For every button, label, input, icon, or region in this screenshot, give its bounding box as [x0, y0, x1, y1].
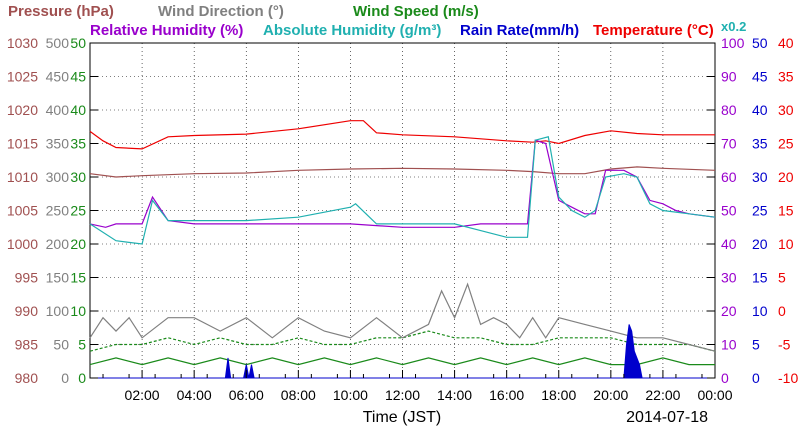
y-tick-label-temperature: 0 [778, 303, 786, 319]
series-abs-hum [89, 136, 716, 245]
y-tick-label-rel_hum: 10 [721, 337, 737, 353]
y-tick-label-rain_rate: 15 [752, 270, 768, 286]
y-tick-label-wind_speed: 30 [70, 169, 86, 185]
y-tick-label-temperature: -5 [778, 337, 791, 353]
x-tick-label: 14:00 [437, 387, 472, 403]
x-tick-label: 18:00 [541, 387, 576, 403]
y-tick-label-rain_rate: 50 [752, 35, 768, 51]
series-rain-rate [90, 324, 715, 379]
label-layer: 02:00 04:00 06:00 08:00 10:00 12:00 14:00 16:00… [7, 3, 799, 426]
x-tick-label: 04:00 [177, 387, 212, 403]
y-tick-label-rel_hum: 70 [721, 136, 737, 152]
y-tick-label-pressure: 1010 [7, 169, 38, 185]
series-wind-speed-gust [89, 330, 716, 352]
y-tick-label-wind_speed: 40 [70, 102, 86, 118]
legend-temperature: Temperature (°C) [593, 22, 714, 39]
y-tick-label-rel_hum: 20 [721, 303, 737, 319]
y-tick-label-wind_dir: 300 [46, 169, 70, 185]
y-tick-label-rain_rate: 40 [752, 102, 768, 118]
y-tick-label-rel_hum: 30 [721, 270, 737, 286]
y-tick-label-pressure: 990 [15, 303, 39, 319]
y-tick-label-rain_rate: 10 [752, 303, 768, 319]
y-tick-label-pressure: 1015 [7, 136, 38, 152]
y-tick-label-wind_dir: 200 [46, 236, 70, 252]
y-tick-label-wind_dir: 0 [61, 370, 69, 386]
tick-layer [90, 42, 716, 379]
y-tick-label-temperature: 5 [778, 270, 786, 286]
y-tick-label-rain_rate: 5 [752, 337, 760, 353]
y-tick-label-rel_hum: 40 [721, 236, 737, 252]
y-tick-label-wind_speed: 45 [70, 69, 86, 85]
y-tick-label-temperature: 20 [778, 169, 794, 185]
y-tick-label-temperature: 10 [778, 236, 794, 252]
y-tick-label-temperature: 40 [778, 35, 794, 51]
y-tick-label-rain_rate: 0 [752, 370, 760, 386]
y-tick-label-pressure: 1005 [7, 203, 38, 219]
legend-wind_dir: Wind Direction (°) [158, 3, 284, 20]
y-tick-label-rain_rate: 25 [752, 203, 768, 219]
y-tick-label-temperature: 30 [778, 102, 794, 118]
y-tick-label-wind_speed: 5 [78, 337, 86, 353]
y-tick-label-wind_speed: 20 [70, 236, 86, 252]
legend-wind_speed: Wind Speed (m/s) [353, 3, 479, 20]
y-tick-label-rel_hum: 80 [721, 102, 737, 118]
y-tick-label-wind_dir: 450 [46, 69, 70, 85]
y-tick-label-temperature: 35 [778, 69, 794, 85]
x-tick-label: 02:00 [125, 387, 160, 403]
y-tick-label-pressure: 1030 [7, 35, 38, 51]
series-wind-dir [89, 282, 716, 352]
y-tick-label-wind_dir: 100 [46, 303, 70, 319]
legend-rel_hum: Relative Humidity (%) [90, 22, 243, 39]
x-tick-label: 22:00 [645, 387, 680, 403]
y-tick-label-wind_dir: 500 [46, 35, 70, 51]
y-tick-label-wind_dir: 150 [46, 270, 70, 286]
y-tick-label-rel_hum: 0 [721, 370, 729, 386]
y-tick-label-rain_rate: 20 [752, 236, 768, 252]
x-tick-label: 00:00 [697, 387, 732, 403]
y-tick-label-wind_speed: 50 [70, 35, 86, 51]
x-tick-label: 10:00 [333, 387, 368, 403]
y-tick-label-pressure: 985 [15, 337, 39, 353]
y-tick-label-wind_dir: 350 [46, 136, 70, 152]
abs-hum-scale-note: x0.2 [721, 19, 746, 34]
y-tick-label-pressure: 995 [15, 270, 39, 286]
y-tick-label-rel_hum: 60 [721, 169, 737, 185]
series-layer [89, 120, 716, 379]
y-tick-label-rel_hum: 100 [721, 35, 745, 51]
x-tick-label: 08:00 [281, 387, 316, 403]
y-tick-label-wind_speed: 35 [70, 136, 86, 152]
y-tick-label-wind_dir: 250 [46, 203, 70, 219]
y-tick-label-pressure: 1000 [7, 236, 38, 252]
series-pressure [89, 166, 716, 178]
x-tick-label: 20:00 [593, 387, 628, 403]
y-tick-label-rel_hum: 50 [721, 203, 737, 219]
x-tick-label: 12:00 [385, 387, 420, 403]
x-axis-title: Time (JST) [363, 409, 442, 426]
y-tick-label-wind_speed: 25 [70, 203, 86, 219]
series-wind-speed [89, 357, 715, 366]
legend-abs_hum: Absolute Humidity (g/m³) [263, 22, 441, 39]
y-tick-label-pressure: 1025 [7, 69, 38, 85]
y-tick-label-wind_speed: 15 [70, 270, 86, 286]
x-tick-label: 06:00 [229, 387, 264, 403]
series-temperature [89, 120, 715, 150]
y-tick-label-wind_speed: 10 [70, 303, 86, 319]
y-tick-label-wind_dir: 50 [53, 337, 69, 353]
y-tick-label-wind_dir: 400 [46, 102, 70, 118]
y-tick-label-temperature: 15 [778, 203, 794, 219]
y-tick-label-pressure: 980 [15, 370, 39, 386]
y-tick-label-temperature: -10 [778, 370, 798, 386]
y-tick-label-temperature: 25 [778, 136, 794, 152]
y-tick-label-rel_hum: 90 [721, 69, 737, 85]
y-tick-label-pressure: 1020 [7, 102, 38, 118]
date-label: 2014-07-18 [626, 409, 708, 426]
y-tick-label-rain_rate: 35 [752, 136, 768, 152]
legend-pressure: Pressure (hPa) [8, 3, 114, 20]
x-tick-label: 16:00 [489, 387, 524, 403]
y-tick-label-rain_rate: 30 [752, 169, 768, 185]
y-tick-label-wind_speed: 0 [78, 370, 86, 386]
legend-rain_rate: Rain Rate(mm/h) [460, 22, 579, 39]
y-tick-label-rain_rate: 45 [752, 69, 768, 85]
